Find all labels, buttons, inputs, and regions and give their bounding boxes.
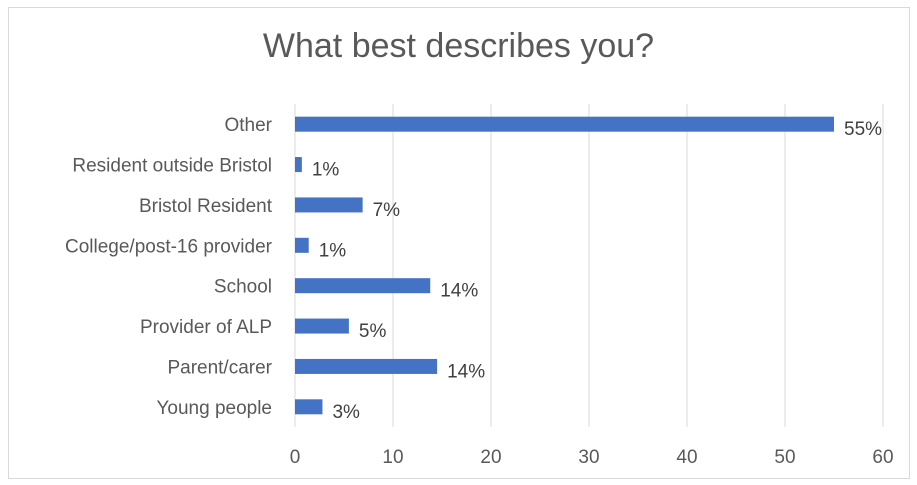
category-label-college-post-16-provider: College/post-16 provider [65,236,273,257]
category-label-resident-outside-bristol: Resident outside Bristol [72,156,272,177]
bar-provider-of-alp [295,318,349,334]
data-label-provider-of-alp: 5% [359,321,387,342]
chart-frame [8,7,910,479]
category-label-other: Other [224,115,272,136]
x-tick-label-10: 10 [382,447,403,468]
category-label-school: School [214,277,272,298]
bar-college-post-16-provider [295,237,309,253]
bar-school [295,278,431,294]
category-label-bristol-resident: Bristol Resident [139,196,273,217]
bar-parent-carer [295,358,438,374]
bar-bristol-resident [295,197,363,213]
bar-other [295,116,834,132]
data-label-resident-outside-bristol: 1% [312,160,340,181]
x-tick-label-0: 0 [290,447,301,468]
bar-resident-outside-bristol [295,157,302,173]
category-label-parent-carer: Parent/carer [167,357,272,378]
x-tick-label-60: 60 [872,447,893,468]
data-label-other: 55% [844,119,882,140]
x-tick-label-40: 40 [676,447,697,468]
x-tick-label-20: 20 [480,447,501,468]
chart-title: What best describes you? [262,27,655,65]
category-label-provider-of-alp: Provider of ALP [140,317,272,338]
data-label-college-post-16-provider: 1% [319,240,347,261]
data-label-school: 14% [440,281,478,302]
x-tick-label-50: 50 [774,447,795,468]
bar-young-people [295,399,323,415]
data-label-young-people: 3% [332,402,360,423]
x-tick-label-30: 30 [578,447,599,468]
data-label-parent-carer: 14% [447,361,485,382]
data-label-bristol-resident: 7% [373,200,401,221]
category-label-young-people: Young people [156,398,272,419]
